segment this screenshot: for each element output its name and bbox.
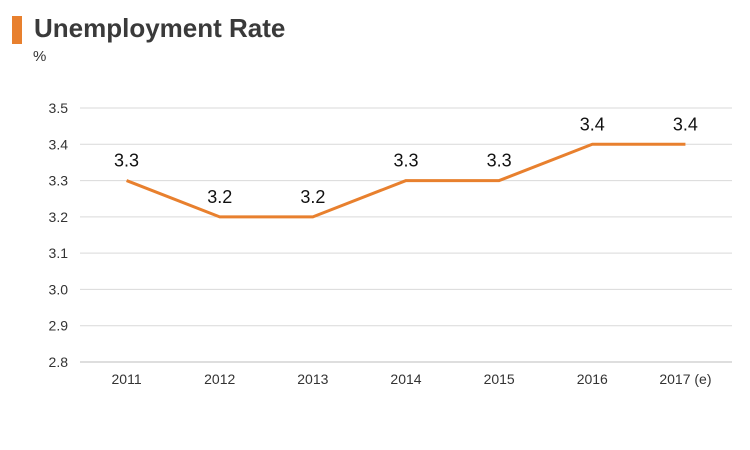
data-label: 3.3 [393,151,418,171]
x-tick-label: 2013 [297,371,328,387]
y-tick-label: 2.9 [49,318,69,334]
x-tick-label: 2011 [112,371,142,387]
y-tick-label: 3.1 [49,245,69,261]
x-tick-label: 2015 [484,371,515,387]
x-tick-label: 2014 [390,371,421,387]
chart-title: Unemployment Rate [34,13,286,43]
x-tick-labels: 2011 2012 2013 2014 2015 2016 2017 (e) [112,371,712,387]
data-label: 3.3 [114,151,139,171]
y-axis-unit-label: % [33,48,47,65]
x-tick-label: 2012 [204,371,235,387]
y-tick-label: 3.4 [49,136,69,152]
x-tick-label: 2016 [577,371,608,387]
data-label: 3.4 [580,114,605,134]
y-tick-label: 3.5 [49,100,69,116]
data-label: 3.4 [673,114,698,134]
data-labels: 3.3 3.2 3.2 3.3 3.3 3.4 3.4 [114,114,698,207]
y-tick-label: 2.8 [49,354,69,370]
y-tick-labels: 2.8 2.9 3.0 3.1 3.2 3.3 3.4 3.5 [49,100,69,370]
x-tick-label: 2017 (e) [659,371,711,387]
title-accent-bar [12,16,22,44]
data-label: 3.2 [300,187,325,207]
y-tick-label: 3.3 [49,173,69,189]
series-layer [126,142,686,219]
grid-layer [80,107,732,363]
series-line [126,142,686,219]
y-tick-label: 3.2 [49,209,69,225]
data-label: 3.2 [207,187,232,207]
y-tick-label: 3.0 [49,281,69,297]
data-label: 3.3 [487,151,512,171]
